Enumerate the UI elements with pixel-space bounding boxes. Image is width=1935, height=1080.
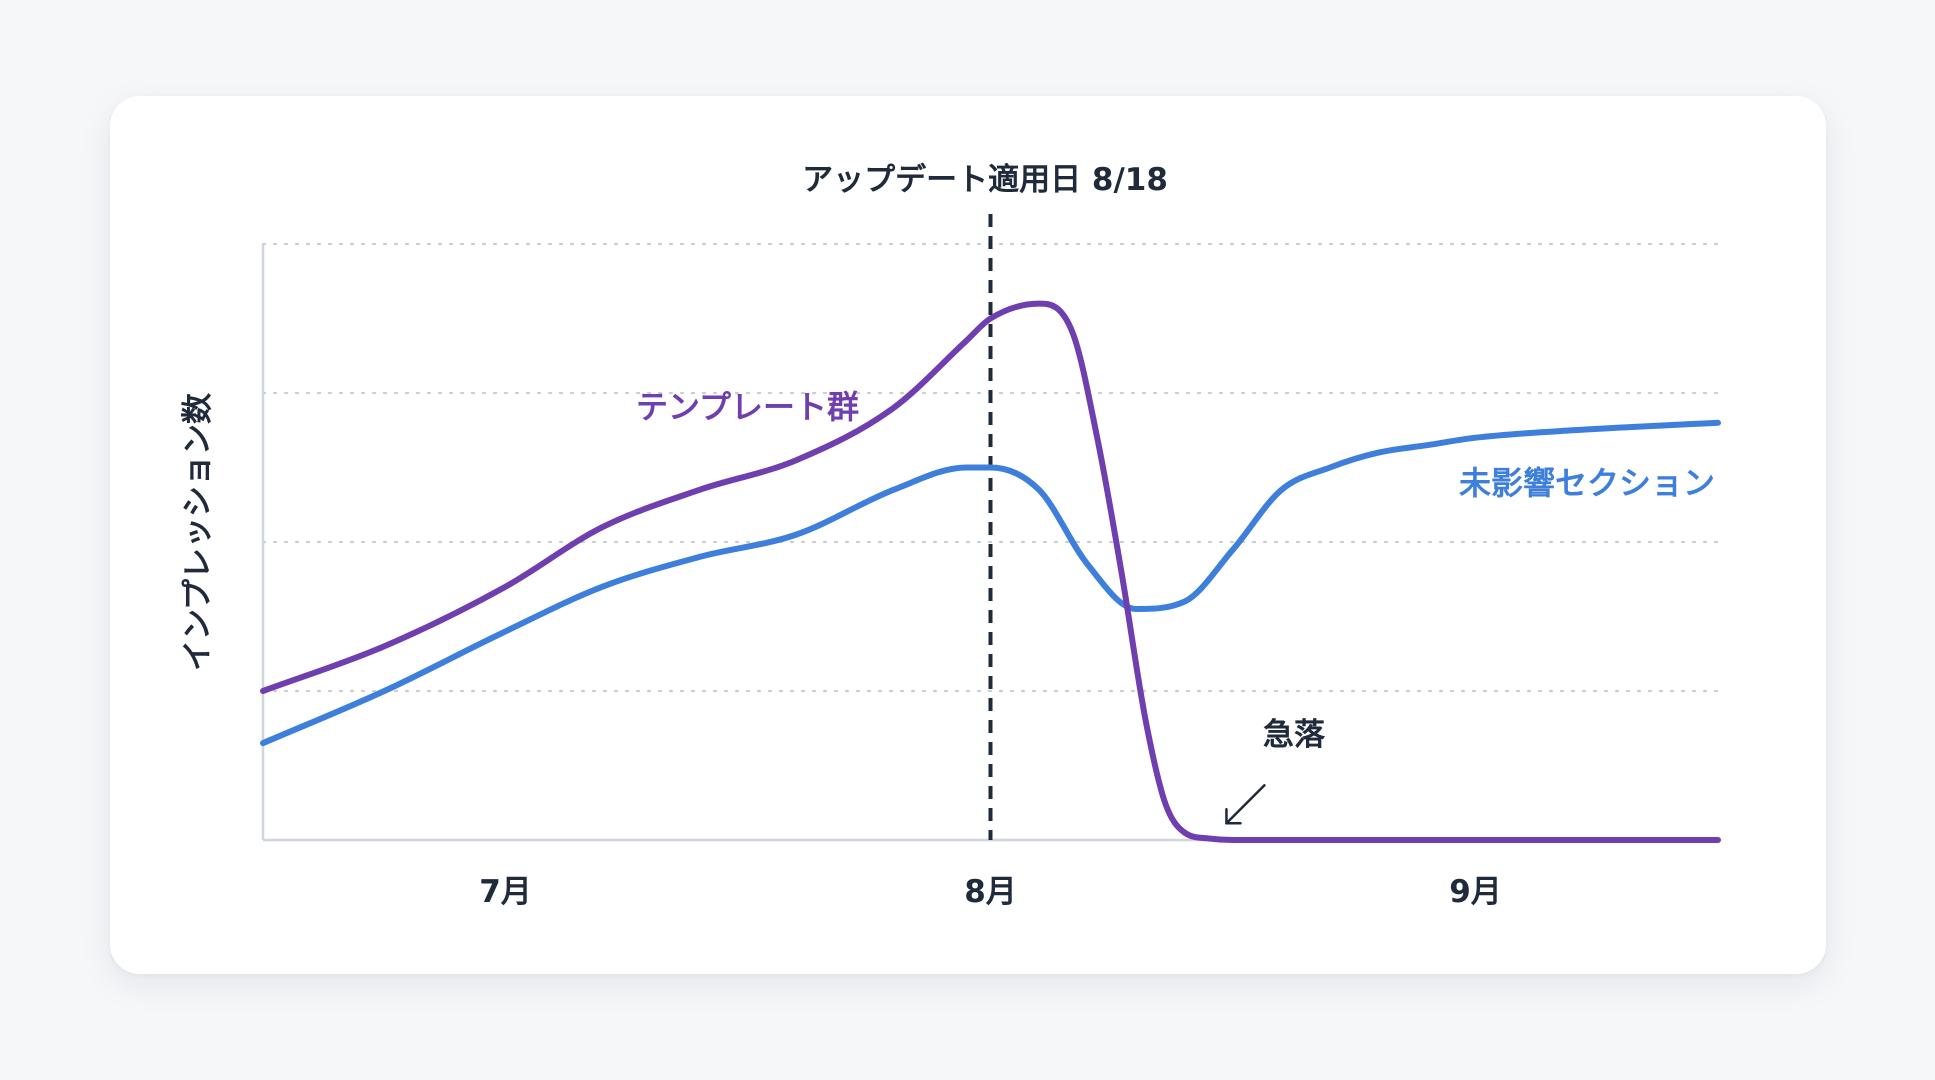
annotation-arrow-shaft bbox=[1225, 784, 1266, 825]
series-label-template: テンプレート群 bbox=[636, 388, 859, 426]
annotation-arrow bbox=[1225, 784, 1266, 825]
x-tick-label: 9月 bbox=[1449, 874, 1502, 910]
y-axis-label: インプレッション数 bbox=[180, 393, 216, 671]
series-line-unaffected bbox=[260, 419, 1721, 747]
series-label-unaffected: 未影響セクション bbox=[1459, 464, 1715, 502]
x-tick-label: 7月 bbox=[479, 874, 532, 910]
chart-labels bbox=[1225, 784, 1266, 825]
chart-card bbox=[110, 96, 1826, 974]
series-line-template bbox=[260, 300, 1721, 844]
annotation-label: 急落 bbox=[1263, 717, 1326, 753]
annotation-arrow-head bbox=[1225, 808, 1242, 825]
series-lines bbox=[260, 300, 1721, 844]
event-marker-label: アップデート適用日 8/18 bbox=[802, 162, 1168, 198]
x-tick-label: 8月 bbox=[964, 874, 1017, 910]
